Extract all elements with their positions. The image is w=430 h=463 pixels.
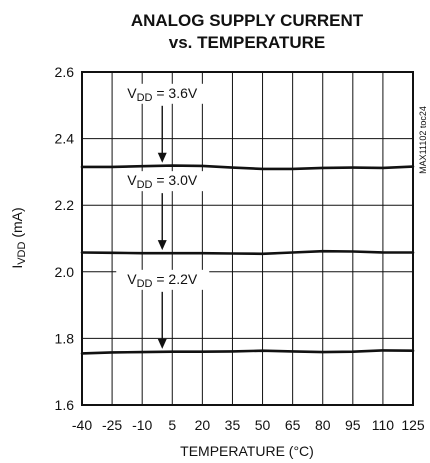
y-axis-label-suffix: (mA) xyxy=(9,207,25,241)
y-axis-label-main: I xyxy=(9,265,25,269)
annotation-main-2: V xyxy=(127,271,137,287)
annotation-0: VDD = 3.6V xyxy=(116,83,210,163)
annotation-label-1: VDD = 3.0V xyxy=(127,172,198,191)
x-tick-label-1: -25 xyxy=(102,417,122,433)
annotation-arrowhead-0 xyxy=(157,152,167,163)
x-tick-label-6: 50 xyxy=(255,417,271,433)
side-code: MAX11102 toc24 xyxy=(418,106,428,174)
x-tick-label-8: 80 xyxy=(315,417,331,433)
chart-title-line1: ANALOG SUPPLY CURRENT xyxy=(131,11,364,30)
y-axis-label-sub: VDD xyxy=(16,242,28,265)
y-tick-label-5: 2.6 xyxy=(55,64,75,80)
plot-frame xyxy=(81,71,414,406)
annotation-1: VDD = 3.0V xyxy=(116,171,210,251)
x-tick-label-7: 65 xyxy=(285,417,301,433)
annotation-2: VDD = 2.2V xyxy=(116,269,210,349)
annotation-main-1: V xyxy=(127,172,137,188)
series-line-1 xyxy=(80,249,415,256)
annotation-sub-2: DD xyxy=(137,278,153,290)
y-tick-label-1: 1.8 xyxy=(55,330,75,346)
series-line-0 xyxy=(80,164,415,171)
annotation-label-0: VDD = 3.6V xyxy=(127,85,198,104)
x-tick-label-4: 20 xyxy=(195,417,211,433)
x-tick-label-2: -10 xyxy=(132,417,152,433)
annotation-bg-1 xyxy=(116,171,210,192)
x-tick-labels: -40 -25 -10 5 20 35 50 65 80 95 110 125 xyxy=(72,417,425,433)
grid xyxy=(82,72,413,405)
x-axis-label: TEMPERATURE (°C) xyxy=(180,443,314,459)
annotation-main-0: V xyxy=(127,85,137,101)
x-tick-label-3: 5 xyxy=(168,417,176,433)
annotation-bg-2 xyxy=(116,269,210,290)
y-tick-label-4: 2.4 xyxy=(55,131,75,147)
annotation-label-2: VDD = 2.2V xyxy=(127,271,198,290)
y-axis-label: IVDD (mA) xyxy=(9,207,28,268)
annotation-bg-0 xyxy=(116,83,210,104)
y-tick-label-0: 1.6 xyxy=(55,397,75,413)
y-tick-label-2: 2.0 xyxy=(55,264,75,280)
series-line-2 xyxy=(80,349,415,355)
x-tick-label-10: 110 xyxy=(372,417,395,433)
annotation-rest-0: = 3.6V xyxy=(152,85,197,101)
annotation-rest-2: = 2.2V xyxy=(152,271,197,287)
y-tick-labels: 1.6 1.8 2.0 2.2 2.4 2.6 xyxy=(55,64,75,413)
x-tick-label-11: 125 xyxy=(401,417,425,433)
x-tick-label-5: 35 xyxy=(225,417,241,433)
x-tick-label-0: -40 xyxy=(72,417,92,433)
x-tick-label-9: 95 xyxy=(345,417,361,433)
annotation-arrowhead-1 xyxy=(157,240,167,251)
chart-title-line2: vs. TEMPERATURE xyxy=(169,33,326,52)
annotation-sub-0: DD xyxy=(137,92,153,104)
annotation-arrowhead-2 xyxy=(157,338,167,349)
annotation-rest-1: = 3.0V xyxy=(152,172,197,188)
annotation-sub-1: DD xyxy=(137,179,153,191)
series-lines xyxy=(80,164,415,355)
y-tick-label-3: 2.2 xyxy=(55,197,75,213)
